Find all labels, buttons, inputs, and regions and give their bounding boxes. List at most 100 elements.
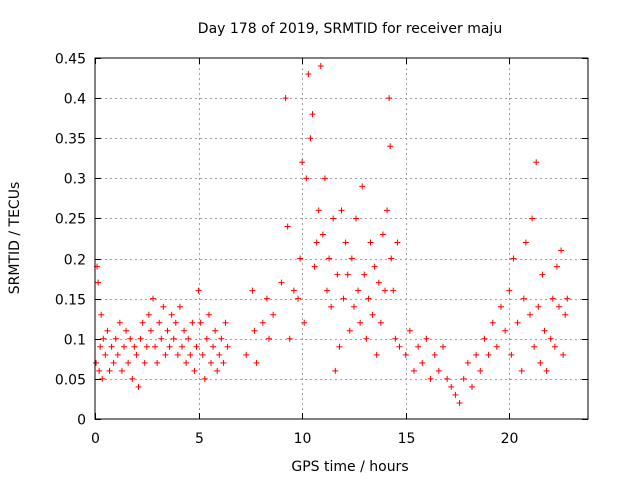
data-point [131,343,138,350]
data-point [489,319,496,326]
data-point [444,375,451,382]
data-point [266,335,272,342]
data-point [419,359,426,366]
data-point [284,223,291,230]
data-point [259,319,266,326]
data-point [303,175,310,182]
data-point [392,335,399,342]
x-tick-label: 10 [294,431,312,447]
x-axis-label: GPS time / hours [291,459,408,475]
data-point [514,319,521,326]
y-tick-label: 0 [77,413,86,429]
data-point [137,335,144,342]
data-point [218,335,225,342]
x-tick-label: 15 [398,431,416,447]
y-tick-label: 0.15 [55,293,86,309]
data-point [375,279,382,286]
data-point [243,351,250,358]
data-point [102,351,109,358]
data-point [270,311,277,318]
data-point [118,367,125,374]
data-point [344,271,351,278]
data-point [179,343,185,350]
data-point [181,327,188,334]
data-point [224,343,231,350]
data-point [346,327,353,334]
grid-lines [95,58,588,419]
data-point [176,303,183,310]
axis-ticks: 0 0.05 0.1 0.15 0.2 0.25 0.3 0.35 0.4 0.45 0 5 10 15 2… [55,52,588,447]
data-point [510,255,517,262]
data-point [203,335,210,342]
data-point [363,335,370,342]
data-point [195,287,202,294]
data-point [543,367,550,374]
data-point [564,295,571,302]
data-point [520,295,527,302]
data-point [96,367,103,374]
data-point [547,335,554,342]
data-point [282,95,289,102]
data-point [359,183,366,190]
data-point [222,319,229,326]
data-point [166,343,173,350]
data-point [210,343,217,350]
data-point [295,295,301,302]
data-point [541,327,548,334]
data-point [286,335,293,342]
data-point [324,287,330,294]
data-point [531,343,538,350]
data-point [129,375,136,382]
data-point [315,207,322,214]
data-point [317,63,324,70]
data-point [390,287,397,294]
data-point [158,335,165,342]
data-point [551,343,558,350]
data-point [535,303,542,310]
data-point [388,255,395,262]
data-point [533,159,540,166]
data-point [373,351,380,358]
data-point [365,295,372,302]
data-point [212,327,219,334]
data-point [371,263,378,270]
data-point [98,311,105,318]
data-point [396,343,403,350]
y-tick-label: 0.05 [55,373,86,389]
data-point [97,343,104,350]
data-point [377,319,384,326]
data-point [452,391,459,398]
data-point [141,359,148,366]
data-point [326,255,333,262]
data-point [114,351,121,358]
data-point [508,351,515,358]
y-tick-label: 0.45 [55,52,86,68]
data-point [506,287,513,294]
data-point [313,239,320,246]
data-point [319,231,326,238]
data-point [473,351,480,358]
data-point [253,359,260,366]
data-point [301,319,308,326]
data-point [127,335,134,342]
data-point [348,255,355,262]
data-point [297,255,304,262]
data-point [205,311,212,318]
data-point [135,383,142,390]
data-point [154,359,161,366]
data-point [278,279,285,286]
plot-frame [94,57,589,420]
data-point [99,375,106,382]
data-point [460,375,467,382]
data-point [104,327,111,334]
data-point [456,399,463,406]
data-point [355,287,362,294]
data-point [164,327,171,334]
data-point [427,375,434,382]
data-point [481,335,488,342]
data-point [338,207,345,214]
data-point [537,359,544,366]
data-point [307,135,314,142]
data-point [402,351,409,358]
